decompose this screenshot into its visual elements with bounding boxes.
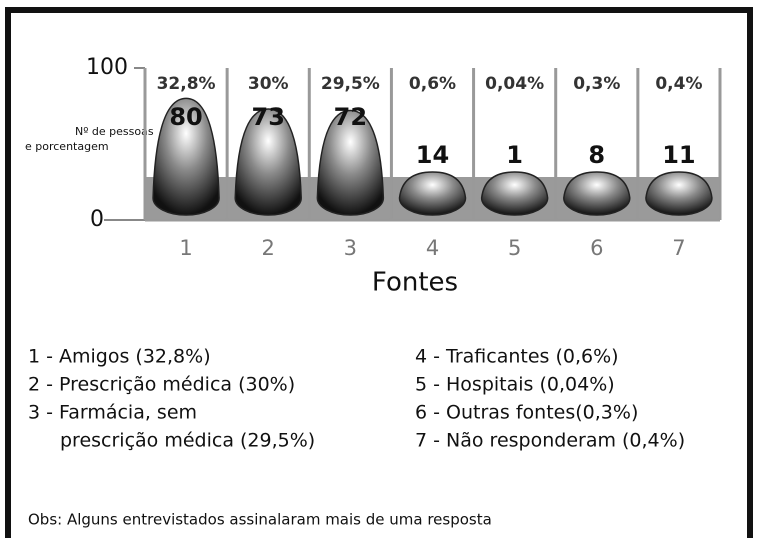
- percent-label: 0,6%: [409, 74, 456, 94]
- y-tick-label: 0: [90, 207, 104, 232]
- legend-entry: 2 - Prescrição médica (30%): [28, 374, 295, 396]
- value-label: 73: [252, 103, 285, 131]
- x-tick-label: 6: [590, 236, 603, 260]
- value-label: 14: [416, 141, 449, 169]
- drop: [564, 172, 630, 215]
- drop: [482, 172, 548, 215]
- legend-entry: 4 - Traficantes (0,6%): [415, 346, 619, 368]
- x-axis-label: Fontes: [372, 268, 458, 298]
- y-axis-label: Nº de pessoas: [75, 125, 154, 138]
- percent-label: 29,5%: [321, 74, 380, 94]
- x-tick-label: 3: [344, 236, 357, 260]
- value-label: 1: [506, 141, 523, 169]
- legend-entry: 7 - Não responderam (0,4%): [415, 430, 685, 452]
- x-tick-label: 4: [426, 236, 439, 260]
- chart: Nº de pessoas e porcentagem Fontes Obs: …: [0, 0, 760, 538]
- percent-label: 0,04%: [485, 74, 544, 94]
- percent-label: 0,3%: [573, 74, 620, 94]
- legend-entry: 5 - Hospitais (0,04%): [415, 374, 615, 396]
- legend-entry: 1 - Amigos (32,8%): [28, 346, 211, 368]
- y-tick-label: 100: [86, 55, 128, 80]
- x-tick-label: 1: [179, 236, 192, 260]
- note: Obs: Alguns entrevistados assinalaram ma…: [28, 511, 492, 529]
- y-axis-label: e porcentagem: [25, 140, 109, 153]
- percent-label: 30%: [248, 74, 289, 94]
- percent-label: 32,8%: [157, 74, 216, 94]
- x-tick-label: 5: [508, 236, 521, 260]
- x-tick-label: 7: [672, 236, 685, 260]
- value-label: 80: [169, 103, 202, 131]
- drop: [646, 172, 712, 215]
- legend-entry: prescrição médica (29,5%): [60, 430, 315, 452]
- value-label: 8: [588, 141, 605, 169]
- legend-entry: 6 - Outras fontes(0,3%): [415, 402, 638, 424]
- legend-entry: 3 - Farmácia, sem: [28, 402, 197, 424]
- x-tick-label: 2: [262, 236, 275, 260]
- percent-label: 0,4%: [655, 74, 702, 94]
- value-label: 72: [334, 103, 367, 131]
- drop: [400, 172, 466, 215]
- value-label: 11: [662, 141, 695, 169]
